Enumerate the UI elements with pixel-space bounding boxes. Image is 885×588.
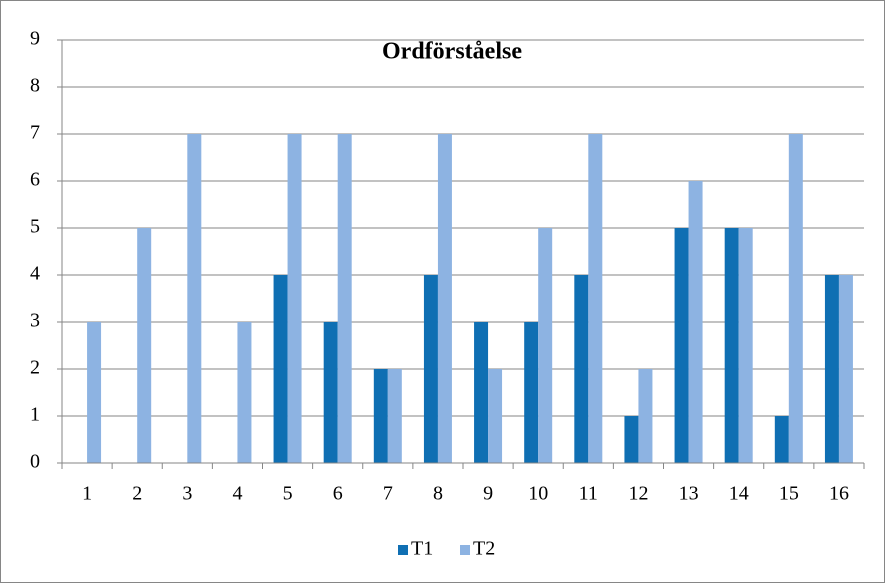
bar — [237, 322, 252, 463]
legend-label: T2 — [473, 538, 495, 560]
y-tick-label: 2 — [30, 357, 40, 379]
bar — [838, 275, 853, 463]
legend-swatch — [398, 545, 408, 555]
x-tick-label: 6 — [333, 483, 343, 505]
x-tick-label: 14 — [729, 483, 749, 505]
bar — [373, 369, 388, 463]
y-tick-label: 0 — [30, 451, 40, 473]
bar — [287, 134, 302, 463]
x-tick-label: 1 — [82, 483, 92, 505]
x-tick-label: 11 — [579, 483, 598, 505]
bar — [273, 275, 288, 463]
x-tick-label: 2 — [132, 483, 142, 505]
x-tick-label: 8 — [433, 483, 443, 505]
legend-label: T1 — [411, 538, 433, 560]
y-tick-label: 5 — [30, 216, 40, 238]
x-tick-label: 4 — [232, 483, 242, 505]
bar — [538, 228, 553, 463]
x-tick-label: 9 — [483, 483, 493, 505]
x-tick-label: 3 — [182, 483, 192, 505]
bar — [724, 228, 739, 463]
bar — [423, 275, 438, 463]
bar — [824, 275, 839, 463]
x-tick-label: 7 — [383, 483, 393, 505]
y-tick-label: 3 — [30, 310, 40, 332]
bar — [638, 369, 653, 463]
bar — [87, 322, 102, 463]
y-tick-label: 8 — [30, 75, 40, 97]
x-tick-label: 13 — [679, 483, 699, 505]
y-tick-label: 6 — [30, 169, 40, 191]
bar — [137, 228, 152, 463]
bar — [588, 134, 603, 463]
bar — [738, 228, 753, 463]
y-tick-label: 1 — [30, 404, 40, 426]
bar — [474, 322, 489, 463]
bar — [788, 134, 803, 463]
bar — [774, 416, 789, 463]
bar — [187, 134, 202, 463]
bar — [674, 228, 689, 463]
bar — [524, 322, 539, 463]
y-tick-label: 9 — [30, 28, 40, 50]
bar — [387, 369, 402, 463]
x-tick-label: 12 — [628, 483, 648, 505]
bar — [323, 322, 338, 463]
bar — [574, 275, 589, 463]
y-tick-label: 7 — [30, 122, 40, 144]
x-tick-label: 16 — [829, 483, 849, 505]
legend-swatch — [460, 545, 470, 555]
bar — [624, 416, 639, 463]
bar — [337, 134, 352, 463]
bar — [688, 181, 703, 463]
bar — [488, 369, 503, 463]
x-tick-label: 15 — [779, 483, 799, 505]
chart-title: Ordförståelse — [382, 39, 522, 65]
y-tick-label: 4 — [30, 263, 40, 285]
bar — [437, 134, 452, 463]
x-tick-label: 10 — [528, 483, 548, 505]
x-tick-label: 5 — [283, 483, 293, 505]
